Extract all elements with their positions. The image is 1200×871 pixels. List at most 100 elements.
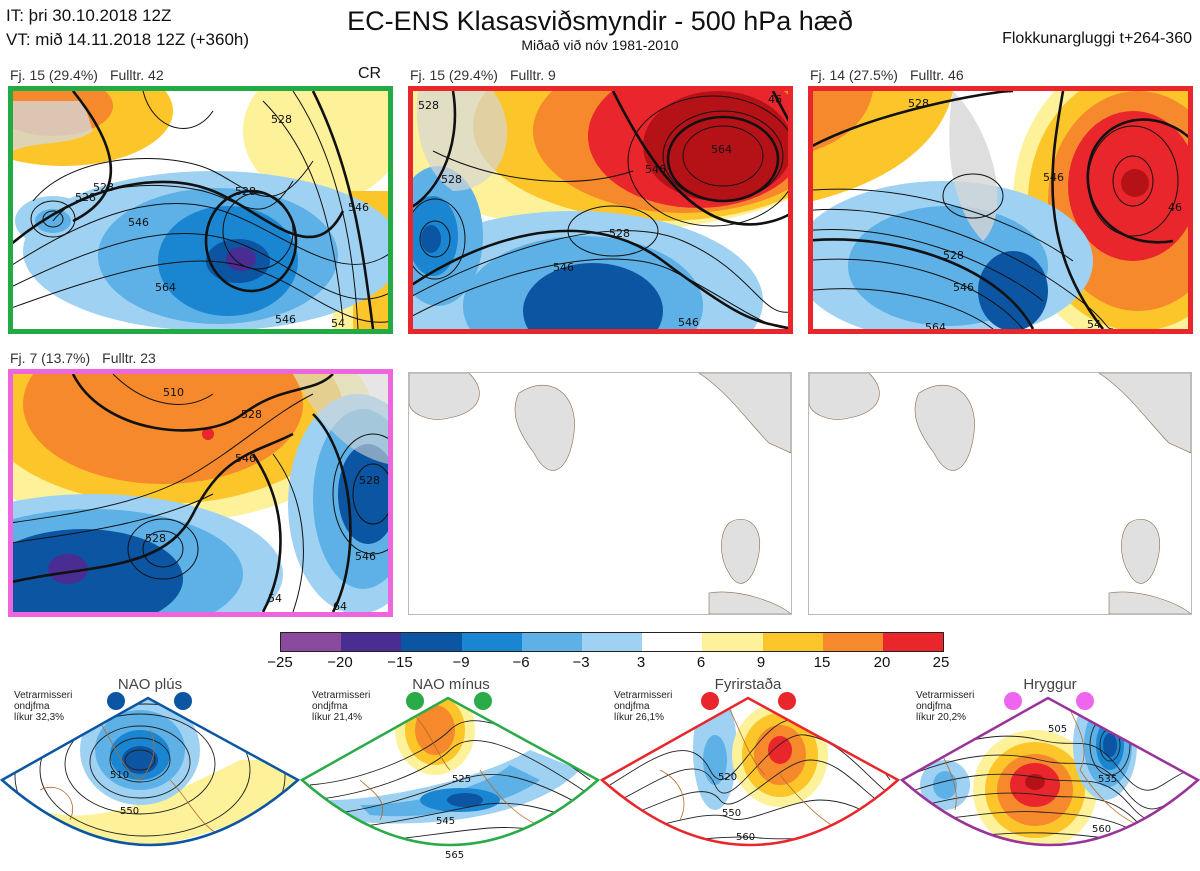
panel-3-label: Fj. 14 (27.5%) Fulltr. 46 (810, 67, 964, 83)
regime-nao-plus-marker (174, 692, 192, 710)
colorbar-tick: 3 (636, 654, 646, 671)
regime-ridge-title: Hryggur (1023, 676, 1077, 693)
regime-info-line: líkur 26,1% (614, 712, 665, 723)
contour-label: 54 (268, 592, 282, 605)
regime-nao-plus-info: Vetrarmisseri ondjfma líkur 32,3% (14, 690, 72, 723)
contour-label: 528 (418, 99, 439, 112)
regime-info-line: líkur 21,4% (312, 712, 363, 723)
regime-ridge-map: 505 535 560 (900, 696, 1200, 847)
regime-ridge-info: Vetrarmisseri ondjfma líkur 20,2% (916, 690, 974, 723)
contour-label: 520 (718, 772, 737, 783)
map-panel-2: 528 546 564 528 546 546 528 46 (408, 86, 793, 334)
contour-label: 546 (128, 216, 149, 229)
regime-nao-minus-map: 525 545 565 (300, 696, 601, 861)
regime-info-line: ondjfma (614, 701, 650, 712)
colorbar-tick: −6 (512, 654, 530, 671)
contour-label: 528 (271, 113, 292, 126)
regime-info-line: Vetrarmisseri (916, 690, 975, 701)
contour-label: 505 (1048, 724, 1067, 735)
regime-blocking-map: 520 550 560 (600, 696, 901, 847)
page-title: EC-ENS Klasasviðsmyndir - 500 hPa hæð (347, 6, 853, 36)
regime-info-line: líkur 20,2% (916, 712, 967, 723)
regime-blocking-info: Vetrarmisseri ondjfma líkur 26,1% (614, 690, 672, 723)
panel-4-cluster: Fj. 7 (13.7%) (10, 350, 91, 366)
colorbar-swatch (581, 633, 643, 651)
contour-label: 510 (163, 386, 184, 399)
colorbar (280, 632, 944, 652)
contour-label: 546 (553, 261, 574, 274)
contour-label: 550 (722, 808, 741, 819)
regime-blocking-title: Fyrirstaða (714, 676, 782, 693)
colorbar-tick: −15 (387, 654, 413, 671)
colorbar-tick: 25 (932, 654, 950, 671)
contour-label: 546 (645, 163, 666, 176)
map-panel-1: 528 528 546 564 546 528 528 546 54 (8, 86, 393, 334)
contour-label: 46 (768, 93, 782, 106)
colorbar-swatch (702, 633, 763, 651)
panel-1-cluster: Fj. 15 (29.4%) (10, 67, 98, 83)
regime-info-line: ondjfma (14, 701, 50, 712)
colorbar-swatch (882, 633, 944, 651)
contour-label: 528 (908, 97, 929, 110)
panel-1-label: Fj. 15 (29.4%) Fulltr. 42 (10, 67, 164, 83)
contour-label: 546 (355, 550, 376, 563)
contour-label: 546 (1043, 171, 1064, 184)
map-panel-6 (808, 372, 1192, 615)
colorbar-tick: 6 (696, 654, 706, 671)
colorbar-swatch (642, 633, 703, 651)
contour-label: 64 (333, 600, 347, 612)
contour-label: 564 (711, 143, 732, 156)
colorbar-tick: −25 (267, 654, 293, 671)
colorbar-tick: −3 (572, 654, 590, 671)
contour-label: 546 (235, 452, 256, 465)
regime-info-line: ondjfma (312, 701, 348, 712)
contour-label: 528 (359, 474, 380, 487)
panel-4-label: Fj. 7 (13.7%) Fulltr. 23 (10, 350, 156, 366)
regime-nao-minus-info: Vetrarmisseri ondjfma líkur 21,4% (312, 690, 370, 723)
colorbar-swatch (521, 633, 582, 651)
map-panel-4-svg: 510 528 546 528 546 528 54 64 (13, 374, 388, 612)
contour-label: 528 (441, 173, 462, 186)
regime-info-line: líkur 32,3% (14, 712, 65, 723)
contour-label: 560 (736, 832, 755, 843)
colorbar-tick: 15 (813, 654, 831, 671)
contour-label: 565 (445, 850, 464, 861)
regime-ridge-marker (1004, 692, 1022, 710)
panel-3-members: Fulltr. 46 (909, 67, 964, 83)
header-left: IT: þri 30.10.2018 12Z VT: mið 14.11.201… (6, 4, 249, 52)
classification-window: Flokkunargluggi t+264-360 (1002, 30, 1192, 47)
map-panel-4: 510 528 546 528 546 528 54 64 (8, 369, 393, 617)
panel-1-members: Fulltr. 42 (109, 67, 164, 83)
contour-label: 528 (75, 191, 96, 204)
map-panel-2-svg: 528 546 564 528 546 546 528 46 (413, 91, 788, 329)
contour-label: 546 (348, 201, 369, 214)
regime-blocking-marker (778, 692, 796, 710)
contour-label: 54 (331, 317, 345, 329)
regime-info-line: Vetrarmisseri (312, 690, 371, 701)
map-panel-3-svg: 528 546 528 546 564 54 46 (813, 91, 1188, 329)
regime-ridge-marker (1076, 692, 1094, 710)
map-panel-3: 528 546 528 546 564 54 46 (808, 86, 1193, 334)
map-panel-5-svg (409, 373, 791, 614)
colorbar-tick: −9 (452, 654, 470, 671)
contour-label: 546 (275, 313, 296, 326)
colorbar-swatch (281, 633, 342, 651)
contour-label: 528 (93, 181, 114, 194)
contour-label: 528 (241, 408, 262, 421)
regime-nao-minus-title: NAO mínus (412, 676, 490, 693)
cr-badge: CR (358, 65, 382, 82)
regime-info-line: Vetrarmisseri (614, 690, 673, 701)
contour-label: 525 (452, 774, 471, 785)
regime-nao-minus-marker (474, 692, 492, 710)
page-subtitle: Miðað við nóv 1981-2010 (521, 37, 679, 53)
contour-label: 535 (1098, 774, 1117, 785)
contour-label: 546 (678, 316, 699, 329)
panel-2-cluster: Fj. 15 (29.4%) (410, 67, 498, 83)
colorbar-tick: −20 (327, 654, 353, 671)
contour-label: 54 (1087, 318, 1101, 329)
panel-3-cluster: Fj. 14 (27.5%) (810, 67, 898, 83)
colorbar-tick: 20 (873, 654, 891, 671)
panel-2-label: Fj. 15 (29.4%) Fulltr. 9 (410, 67, 556, 83)
contour-label: 528 (609, 227, 630, 240)
regime-info-line: Vetrarmisseri (14, 690, 73, 701)
